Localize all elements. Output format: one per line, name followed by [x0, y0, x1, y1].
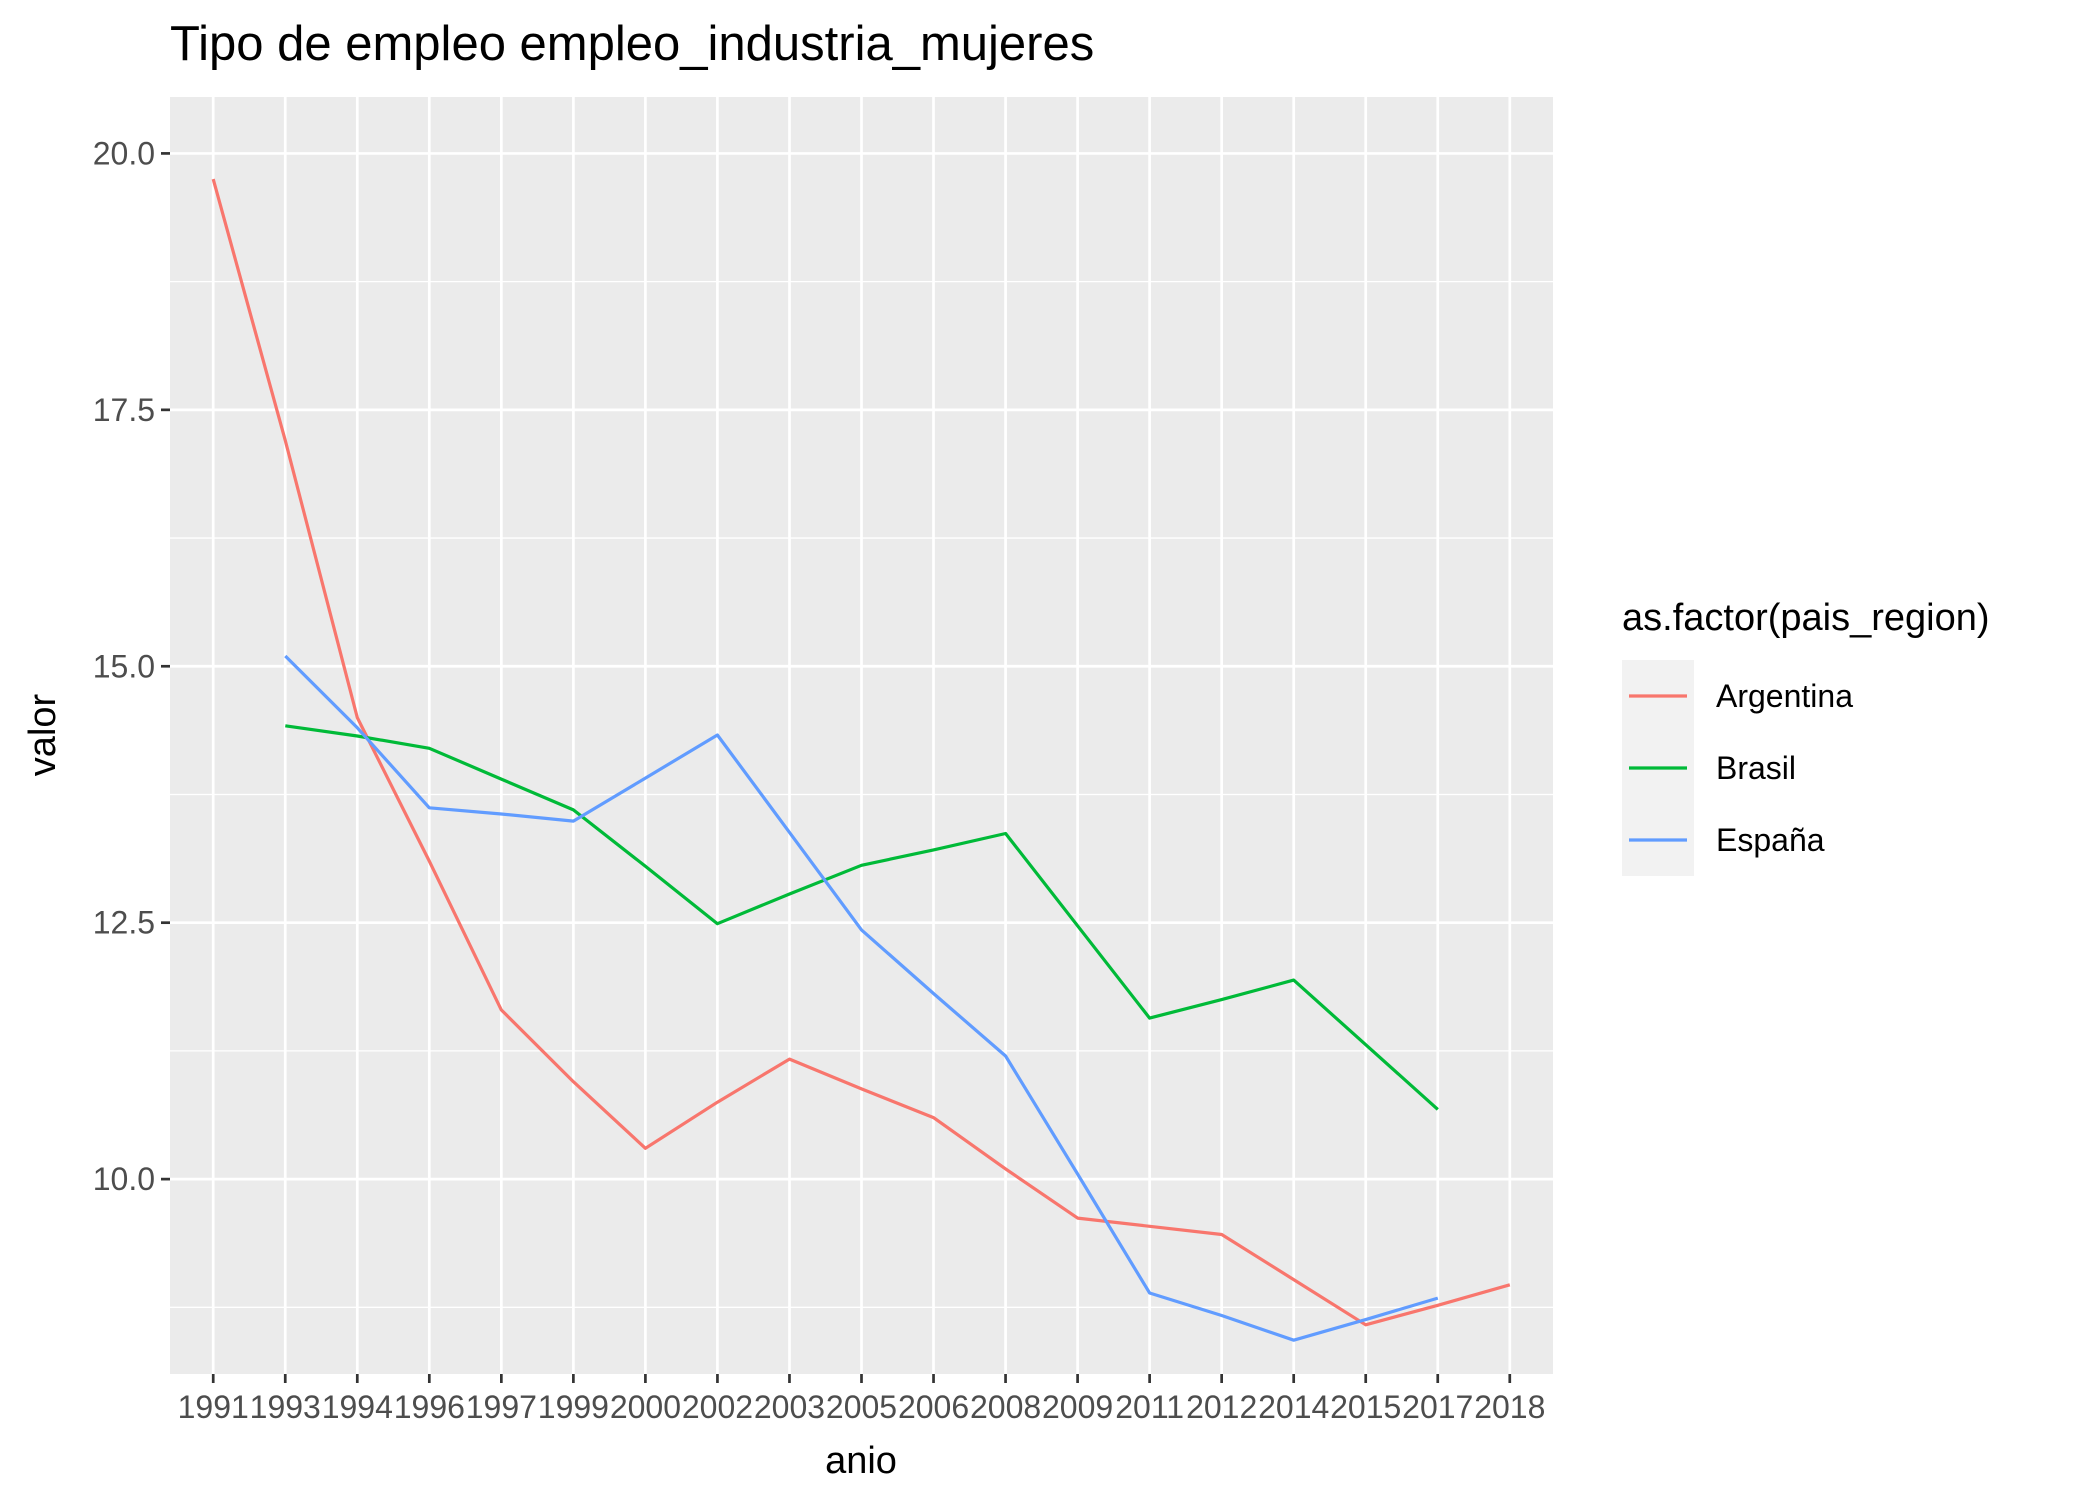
x-tick-label: 1997 [466, 1389, 537, 1425]
y-axis: 10.0 12.5 15.0 17.5 20.0 [93, 135, 170, 1197]
series-lines [211, 178, 1511, 1342]
x-tick-label: 2003 [754, 1389, 825, 1425]
legend-label-brasil: Brasil [1716, 750, 1796, 786]
x-tick-label: 1994 [322, 1389, 393, 1425]
legend-items: Argentina Brasil España [1629, 678, 1853, 858]
series-line-espana [284, 654, 1439, 1342]
legend-label-argentina: Argentina [1716, 678, 1853, 714]
series-line-brasil [285, 724, 1439, 1111]
x-axis: 1991 1993 1994 1996 1997 1999 2000 2002 2003 2005… [178, 1374, 1545, 1425]
chart-title: Tipo de empleo empleo_industria_mujeres [170, 17, 1094, 71]
y-tick-label: 17.5 [93, 392, 155, 428]
y-tick-label: 20.0 [93, 135, 155, 171]
major-gridlines [170, 97, 1553, 1374]
x-axis-title: anio [825, 1440, 897, 1482]
x-tick-label: 1991 [178, 1389, 249, 1425]
legend: as.factor(pais_region) Argentina Brasil Es… [1622, 597, 1990, 876]
x-tick-label: 2017 [1402, 1389, 1473, 1425]
y-axis-title: valor [22, 693, 64, 776]
x-tick-label: 1993 [250, 1389, 321, 1425]
y-tick-label: 15.0 [93, 648, 155, 684]
x-tick-label: 2002 [682, 1389, 753, 1425]
x-tick-label: 2006 [898, 1389, 969, 1425]
x-tick-label: 2008 [970, 1389, 1041, 1425]
x-tick-label: 2014 [1258, 1389, 1329, 1425]
x-tick-label: 2018 [1474, 1389, 1545, 1425]
x-tick-label: 2000 [610, 1389, 681, 1425]
series-line-argentina [211, 178, 1511, 1327]
x-tick-label: 2012 [1186, 1389, 1257, 1425]
y-tick-label: 10.0 [93, 1161, 155, 1197]
legend-label-espana: España [1716, 822, 1825, 858]
legend-title: as.factor(pais_region) [1622, 597, 1990, 639]
x-tick-label: 2011 [1115, 1389, 1184, 1425]
y-tick-label: 12.5 [93, 905, 155, 941]
x-tick-label: 1999 [538, 1389, 609, 1425]
x-tick-label: 2015 [1330, 1389, 1401, 1425]
x-tick-label: 2009 [1042, 1389, 1113, 1425]
x-tick-label: 1996 [394, 1389, 465, 1425]
x-tick-label: 2005 [826, 1389, 897, 1425]
